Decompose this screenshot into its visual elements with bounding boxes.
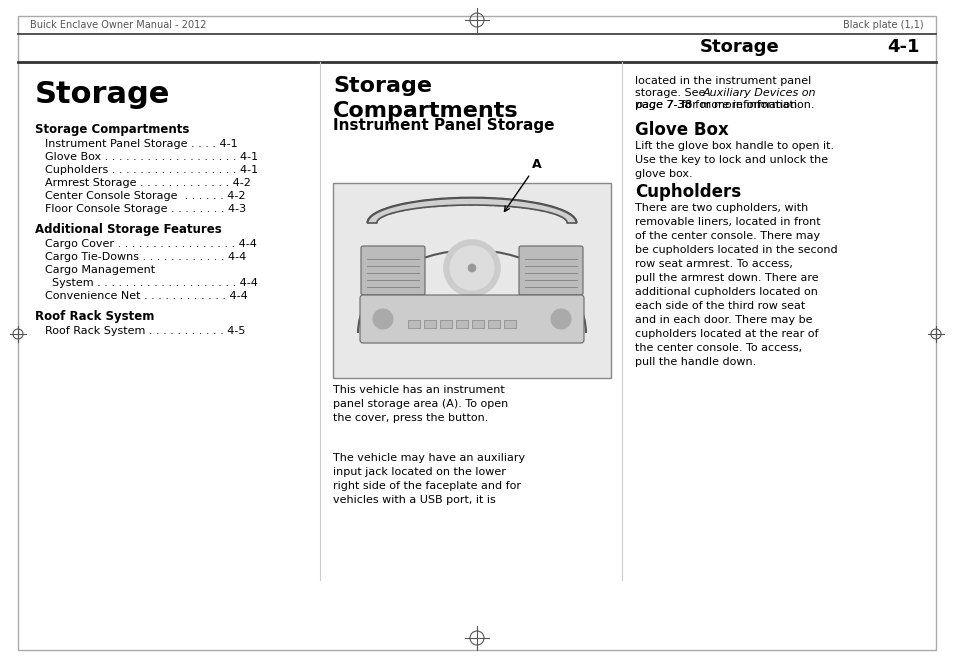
Text: Cupholders: Cupholders <box>635 183 740 201</box>
Text: Storage
Compartments: Storage Compartments <box>333 76 518 121</box>
Text: System . . . . . . . . . . . . . . . . . . . . 4-4: System . . . . . . . . . . . . . . . . .… <box>45 278 257 288</box>
FancyBboxPatch shape <box>423 320 436 328</box>
Text: Storage: Storage <box>700 38 780 56</box>
Text: Glove Box: Glove Box <box>635 121 728 139</box>
Text: Floor Console Storage . . . . . . . . 4-3: Floor Console Storage . . . . . . . . 4-… <box>45 204 246 214</box>
FancyBboxPatch shape <box>359 295 583 343</box>
FancyBboxPatch shape <box>456 320 468 328</box>
FancyBboxPatch shape <box>333 183 610 378</box>
Text: Cargo Tie-Downs . . . . . . . . . . . . 4-4: Cargo Tie-Downs . . . . . . . . . . . . … <box>45 252 246 262</box>
Text: 4-1: 4-1 <box>886 38 919 56</box>
Text: Glove Box . . . . . . . . . . . . . . . . . . . 4-1: Glove Box . . . . . . . . . . . . . . . … <box>45 152 258 162</box>
FancyBboxPatch shape <box>518 246 582 295</box>
Circle shape <box>551 309 571 329</box>
Text: Armrest Storage . . . . . . . . . . . . . 4-2: Armrest Storage . . . . . . . . . . . . … <box>45 178 251 188</box>
FancyBboxPatch shape <box>503 320 516 328</box>
Text: page 7-38: page 7-38 <box>635 100 691 110</box>
Text: page 7-38 for more information.: page 7-38 for more information. <box>635 100 814 110</box>
Text: Cargo Cover . . . . . . . . . . . . . . . . . 4-4: Cargo Cover . . . . . . . . . . . . . . … <box>45 239 256 249</box>
FancyBboxPatch shape <box>408 320 419 328</box>
Text: Instrument Panel Storage . . . . 4-1: Instrument Panel Storage . . . . 4-1 <box>45 139 237 149</box>
Text: Instrument Panel Storage: Instrument Panel Storage <box>333 118 554 133</box>
Circle shape <box>443 240 499 296</box>
Text: Black plate (1,1): Black plate (1,1) <box>842 20 923 30</box>
Text: Additional Storage Features: Additional Storage Features <box>35 223 221 236</box>
Text: Cargo Management: Cargo Management <box>45 265 155 275</box>
FancyBboxPatch shape <box>360 246 424 295</box>
PathPatch shape <box>367 198 576 223</box>
Text: A: A <box>504 158 541 212</box>
Text: storage. See: storage. See <box>635 88 708 98</box>
Text: Buick Enclave Owner Manual - 2012: Buick Enclave Owner Manual - 2012 <box>30 20 206 30</box>
Text: Lift the glove box handle to open it.
Use the key to lock and unlock the
glove b: Lift the glove box handle to open it. Us… <box>635 141 833 179</box>
Text: There are two cupholders, with
removable liners, located in front
of the center : There are two cupholders, with removable… <box>635 203 837 367</box>
Text: Storage Compartments: Storage Compartments <box>35 123 190 136</box>
Text: Auxiliary Devices on: Auxiliary Devices on <box>702 88 816 98</box>
Circle shape <box>373 309 393 329</box>
Circle shape <box>468 264 476 272</box>
FancyBboxPatch shape <box>439 320 452 328</box>
Text: Storage: Storage <box>35 80 171 109</box>
Text: located in the instrument panel: located in the instrument panel <box>635 76 810 86</box>
Text: Roof Rack System: Roof Rack System <box>35 310 154 323</box>
Text: Convenience Net . . . . . . . . . . . . 4-4: Convenience Net . . . . . . . . . . . . … <box>45 291 248 301</box>
Text: Cupholders . . . . . . . . . . . . . . . . . . 4-1: Cupholders . . . . . . . . . . . . . . .… <box>45 165 258 175</box>
Text: Roof Rack System . . . . . . . . . . . 4-5: Roof Rack System . . . . . . . . . . . 4… <box>45 326 245 336</box>
Text: The vehicle may have an auxiliary
input jack located on the lower
right side of : The vehicle may have an auxiliary input … <box>333 453 524 505</box>
Text: for more information.: for more information. <box>678 100 800 110</box>
FancyBboxPatch shape <box>472 320 483 328</box>
Circle shape <box>450 246 494 290</box>
Text: Center Console Storage  . . . . . . 4-2: Center Console Storage . . . . . . 4-2 <box>45 191 245 201</box>
FancyBboxPatch shape <box>488 320 499 328</box>
Text: This vehicle has an instrument
panel storage area (A). To open
the cover, press : This vehicle has an instrument panel sto… <box>333 385 508 423</box>
